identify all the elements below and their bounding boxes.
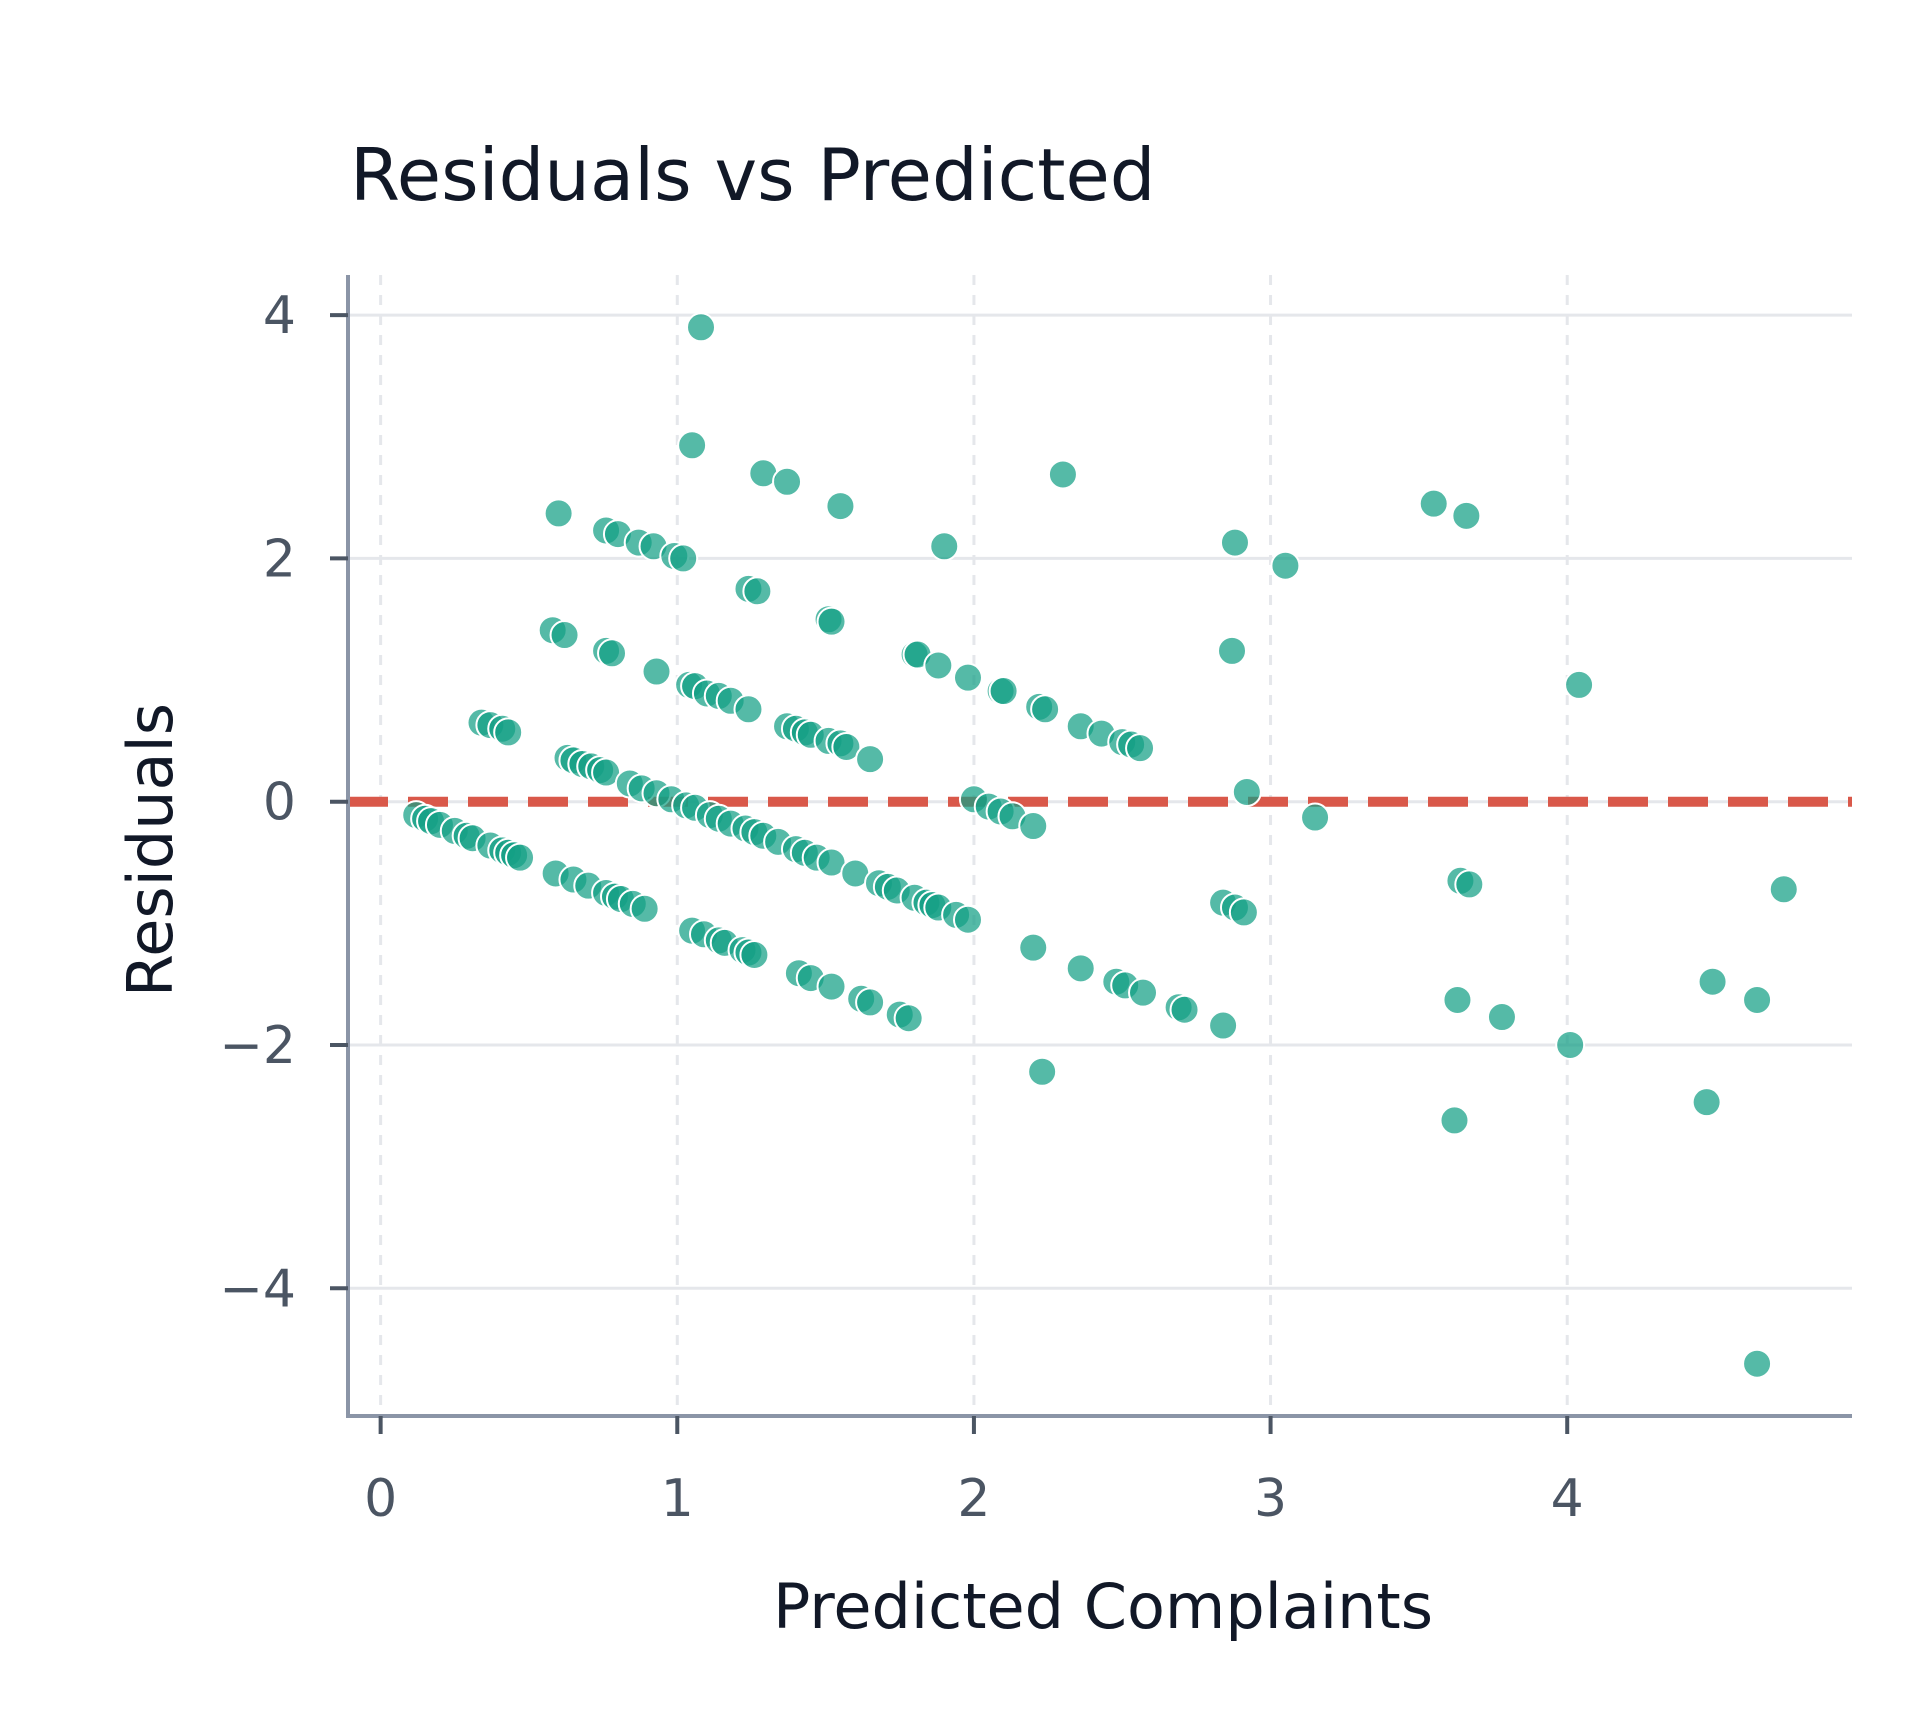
data-point	[1439, 1105, 1470, 1136]
data-point	[1442, 984, 1473, 1015]
x-axis-label: Predicted Complaints	[773, 1570, 1433, 1643]
data-point	[686, 312, 717, 343]
data-point	[1219, 527, 1250, 558]
data-point	[1270, 550, 1301, 581]
data-point	[1742, 1348, 1773, 1379]
data-point	[1217, 635, 1248, 666]
data-point	[742, 576, 773, 607]
data-point	[739, 939, 770, 970]
data-point	[825, 491, 856, 522]
x-tick-label: 2	[957, 1469, 990, 1529]
data-point	[493, 717, 524, 748]
data-point	[1742, 984, 1773, 1015]
data-point	[1208, 1010, 1239, 1041]
data-point	[831, 731, 862, 762]
x-tick-label: 3	[1254, 1469, 1287, 1529]
data-point	[1486, 1002, 1517, 1033]
gridlines	[348, 275, 1852, 1416]
data-point	[1018, 932, 1049, 963]
data-point	[1564, 669, 1595, 700]
y-tick-label: 2	[263, 529, 296, 589]
data-point	[855, 744, 886, 775]
y-axis-label: Residuals	[114, 703, 187, 997]
data-point	[597, 638, 628, 669]
data-point	[629, 893, 660, 924]
data-point	[929, 531, 960, 562]
data-point	[677, 430, 708, 461]
data-point	[893, 1003, 924, 1034]
y-tick-label: −4	[219, 1259, 296, 1319]
axes	[346, 275, 1852, 1418]
x-tick-label: 1	[661, 1469, 694, 1529]
data-point	[952, 904, 983, 935]
data-point	[952, 662, 983, 693]
tick-labels: −4 −2 0 2 4 0 1 2 3 4	[219, 286, 1583, 1529]
data-point	[1065, 953, 1096, 984]
data-point	[733, 694, 764, 725]
data-point	[1228, 897, 1259, 928]
data-point	[1418, 488, 1449, 519]
data-point	[1018, 811, 1049, 842]
data-point	[1768, 874, 1799, 905]
y-tick-label: 4	[263, 286, 296, 346]
data-point	[1451, 500, 1482, 531]
data-point	[549, 620, 580, 651]
data-point	[1169, 994, 1200, 1025]
data-point	[1231, 776, 1262, 807]
data-point	[988, 676, 1019, 707]
y-tick-label: −2	[219, 1016, 296, 1076]
data-point	[1125, 733, 1156, 764]
data-point	[505, 842, 536, 873]
data-point	[1697, 966, 1728, 997]
data-point	[668, 543, 699, 574]
data-point	[1300, 802, 1331, 833]
data-point	[923, 650, 954, 681]
data-points	[401, 312, 1799, 1379]
data-point	[1691, 1087, 1722, 1118]
data-point	[1454, 869, 1485, 900]
data-point	[772, 466, 803, 497]
data-point	[1047, 459, 1078, 490]
data-point	[543, 498, 574, 529]
data-point	[1030, 694, 1061, 725]
data-point	[816, 606, 847, 637]
data-point	[855, 987, 886, 1018]
chart-title: Residuals vs Predicted	[350, 133, 1155, 217]
data-point	[641, 656, 672, 687]
x-tick-label: 4	[1551, 1469, 1584, 1529]
data-point	[1555, 1029, 1586, 1060]
data-point	[1027, 1056, 1058, 1087]
data-point	[1128, 977, 1159, 1008]
y-tick-label: 0	[263, 773, 296, 833]
x-tick-label: 0	[364, 1469, 397, 1529]
data-point	[816, 971, 847, 1002]
